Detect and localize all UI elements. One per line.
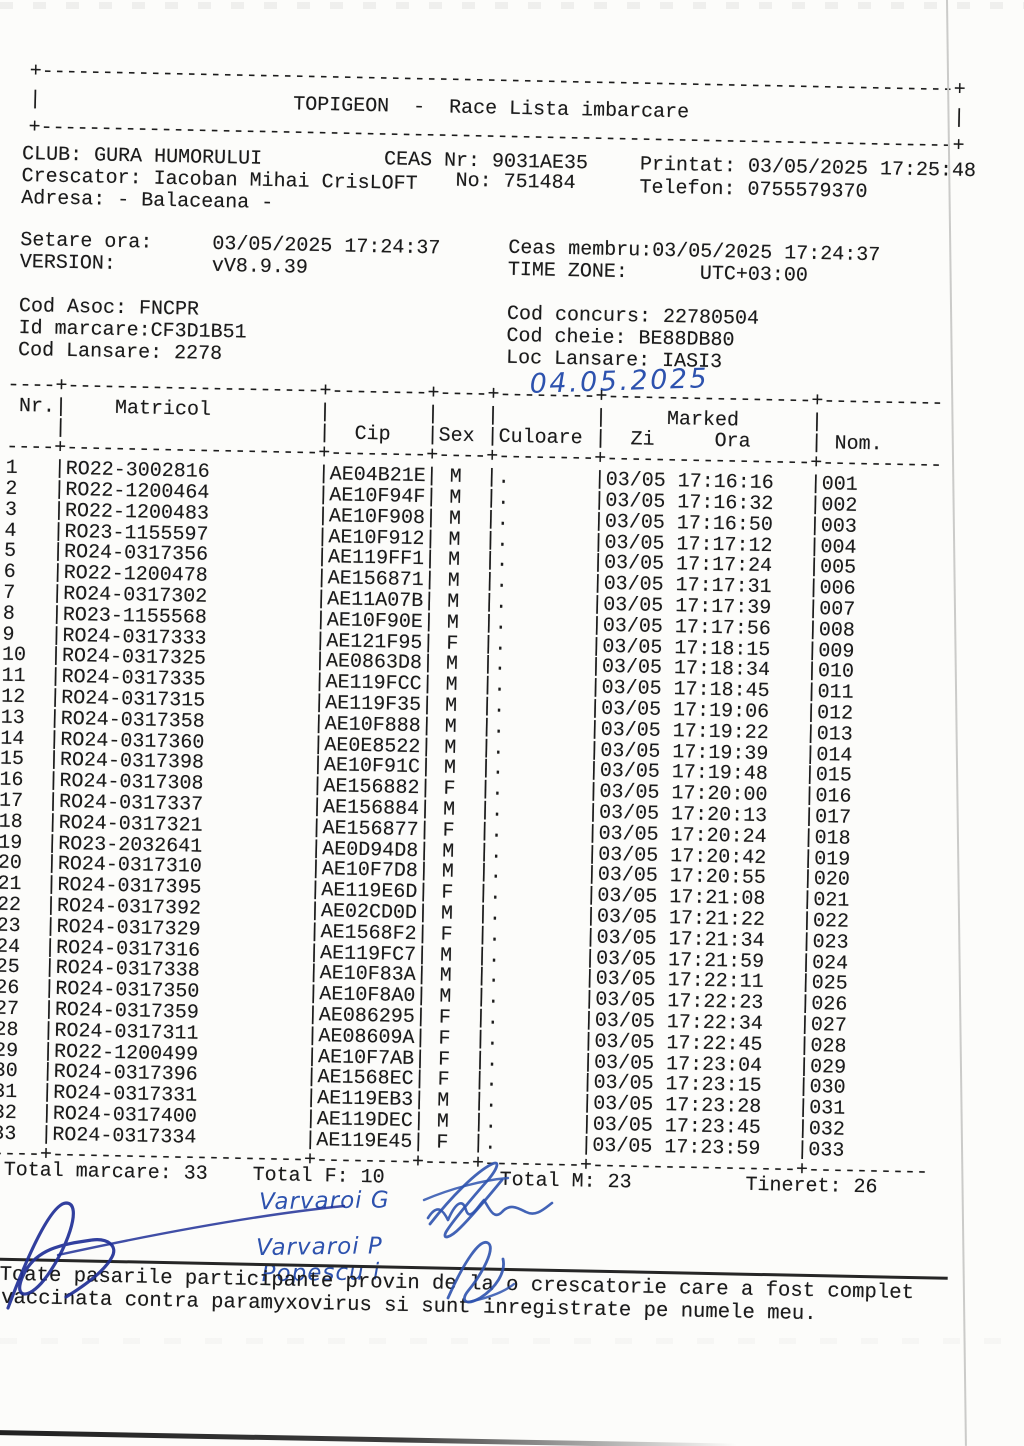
version-line: VERSION: vV8.9.39 xyxy=(19,250,309,280)
embarkation-table: ----+---------------------+--------+----… xyxy=(0,374,944,1185)
scan-noise-mid xyxy=(0,1338,1024,1344)
total-marcare: Total marcare: 33 xyxy=(3,1158,208,1186)
handwritten-name-2: Varvaroi P xyxy=(256,1233,384,1262)
handwritten-name-1: Varvaroi G xyxy=(258,1187,390,1216)
tineret: Tineret: 26 xyxy=(745,1173,878,1200)
scan-noise-top xyxy=(0,2,1024,9)
telefon-line: Telefon: 0755579370 xyxy=(639,176,868,204)
time-zone-line: TIME ZONE: UTC+03:00 xyxy=(507,258,809,288)
loft-no-line: No: 751484 xyxy=(455,169,576,196)
scan-page-edge-bottom xyxy=(0,1430,737,1446)
total-m: Total M: 23 xyxy=(499,1168,632,1195)
document-content: +---------------------------------------… xyxy=(0,58,1014,1408)
adresa-line: Adresa: - Balaceana - xyxy=(20,186,274,216)
total-f: Total F: 10 xyxy=(252,1163,385,1190)
cod-lansare-line: Cod Lansare: 2278 xyxy=(17,338,223,367)
